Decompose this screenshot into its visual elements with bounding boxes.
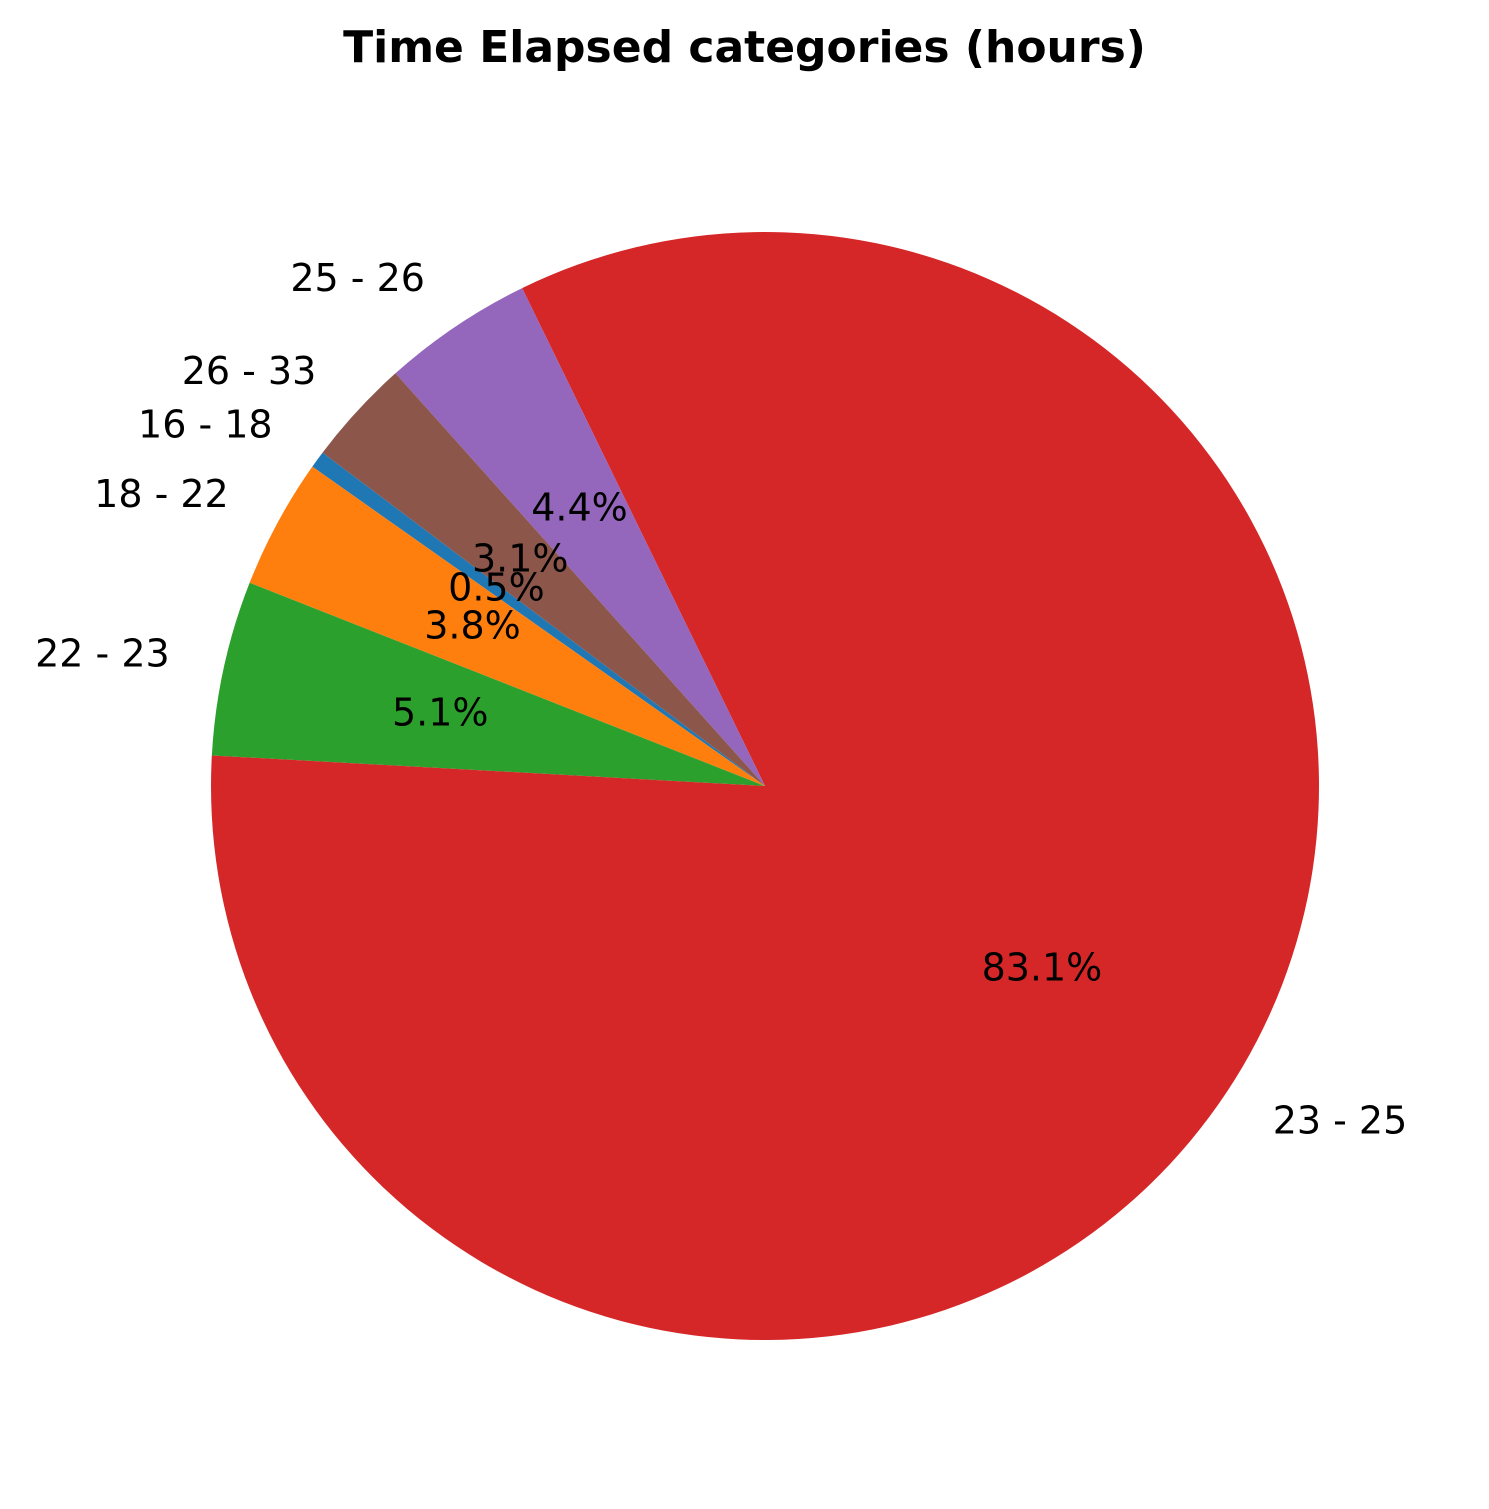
slice-percent-label: 5.1%: [392, 690, 489, 734]
pie-slice-22-23: [211, 582, 766, 786]
pie-slice-26-33: [322, 373, 765, 786]
slice-category-label: 23 - 25: [1273, 1099, 1408, 1143]
slice-category-label: 18 - 22: [94, 472, 229, 516]
slice-category-label: 26 - 33: [182, 349, 317, 393]
slice-percent-label: 83.1%: [982, 945, 1103, 989]
chart-title: Time Elapsed categories (hours): [343, 22, 1146, 73]
slice-category-label: 16 - 18: [138, 402, 273, 446]
pie-slice-25-26: [395, 288, 765, 786]
slice-category-label: 25 - 26: [290, 256, 425, 300]
slice-percent-label: 4.4%: [531, 486, 628, 530]
pie-slice-16-18: [312, 452, 765, 786]
pie-slice-18-22: [249, 466, 765, 786]
slice-percent-label: 0.5%: [448, 566, 545, 610]
slice-percent-label: 3.8%: [424, 604, 521, 648]
pie-slice-23-25: [211, 232, 1320, 1340]
slice-category-label: 22 - 23: [35, 631, 170, 675]
slice-percent-label: 3.1%: [472, 537, 569, 581]
